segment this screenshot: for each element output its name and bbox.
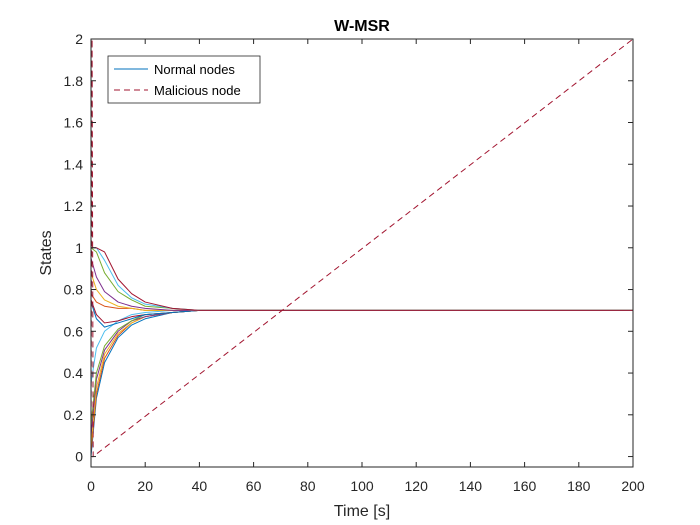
- normal-node-line-14: [91, 247, 633, 311]
- x-tick-label: 80: [300, 478, 316, 494]
- y-tick-label: 1.2: [64, 198, 84, 214]
- y-tick-label: 0.8: [64, 282, 84, 298]
- plot-area: [91, 39, 633, 467]
- x-tick-label: 160: [513, 478, 537, 494]
- legend-box: [107, 55, 261, 104]
- y-tick-label: 1.6: [64, 115, 84, 131]
- y-tick-label: 0: [75, 449, 83, 465]
- x-tick-label: 200: [621, 478, 645, 494]
- series-layer: [91, 39, 633, 458]
- legend-label-normal: Normal nodes: [154, 62, 235, 77]
- x-tick-label: 60: [246, 478, 262, 494]
- x-tick-label: 120: [405, 478, 429, 494]
- y-axis-label: States: [38, 230, 55, 275]
- x-tick-label: 20: [137, 478, 153, 494]
- x-tick-label: 0: [87, 478, 95, 494]
- y-tick-label: 0.6: [64, 323, 84, 339]
- x-axis-label: Time [s]: [334, 503, 390, 520]
- legend-label-malicious: Malicious node: [154, 83, 241, 98]
- x-tick-label: 180: [567, 478, 591, 494]
- legend: Normal nodes Malicious node: [107, 55, 261, 104]
- y-tick-label: 0.2: [64, 407, 84, 423]
- x-tick-label: 140: [459, 478, 483, 494]
- y-tick-label: 2: [75, 31, 83, 47]
- y-tick-label: 1: [75, 240, 83, 256]
- x-tick-label: 40: [192, 478, 208, 494]
- tick-layer: 0 20 40 60 80 100 120 140 160 180 200 0 0.2 0.4 0.6 0.8…: [64, 31, 645, 494]
- chart-title: W-MSR: [334, 18, 390, 35]
- y-tick-label: 1.8: [64, 73, 84, 89]
- y-tick-label: 0.4: [64, 365, 84, 381]
- x-tick-label: 100: [350, 478, 374, 494]
- y-tick-label: 1.4: [64, 156, 84, 172]
